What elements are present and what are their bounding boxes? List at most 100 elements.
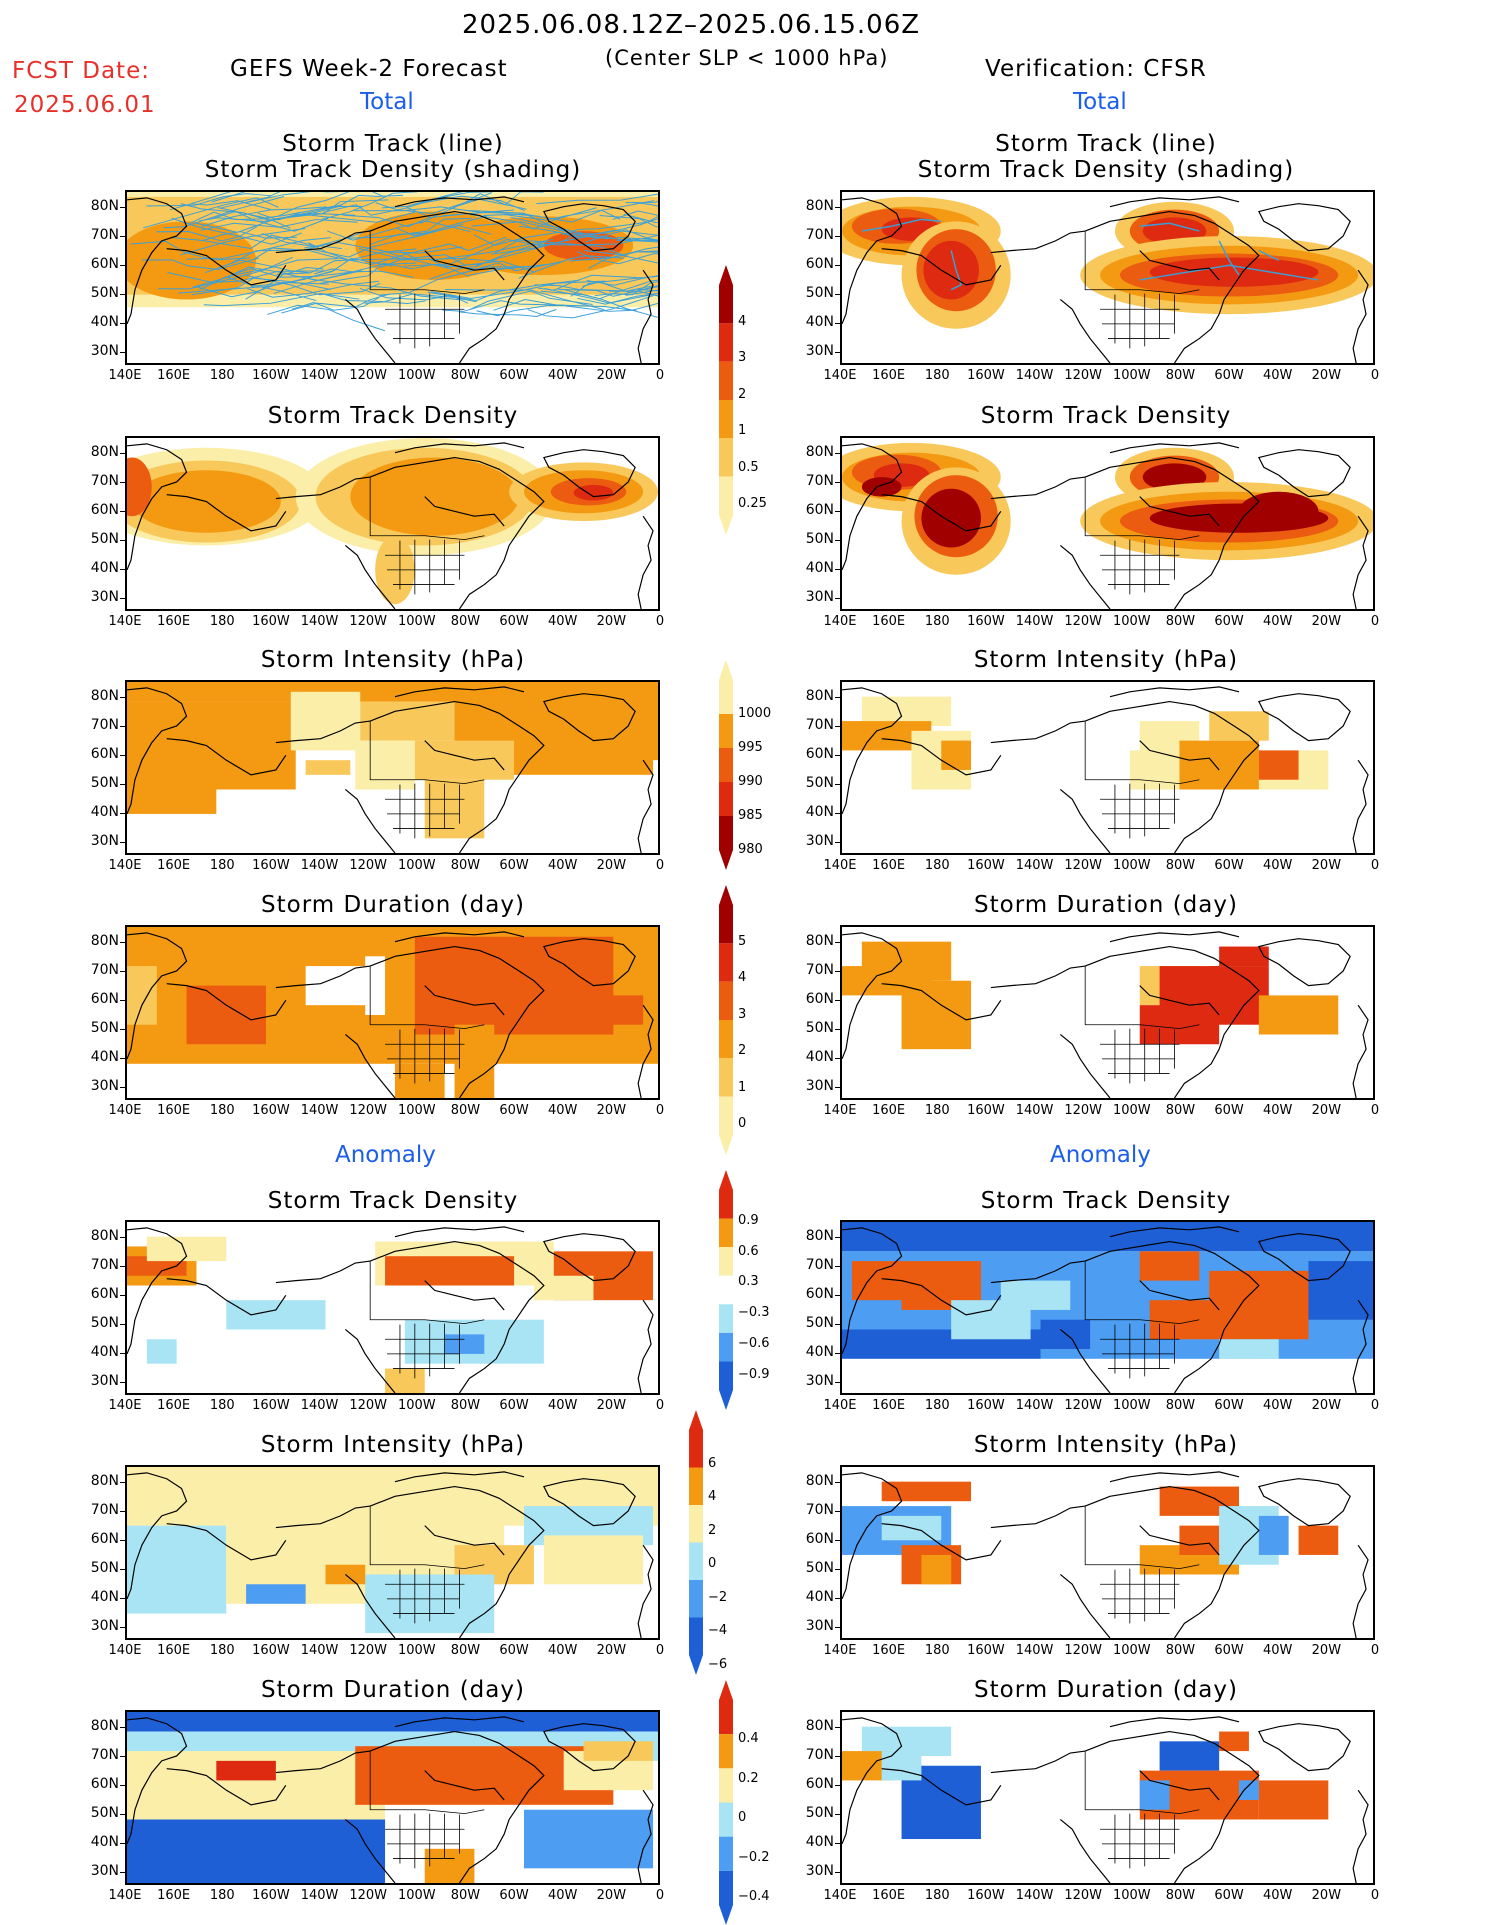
lon-label: 140W: [1015, 1643, 1054, 1658]
lon-label: 80W: [1165, 1398, 1196, 1413]
lat-tick: [120, 1756, 125, 1757]
storm-track-line: [224, 266, 324, 279]
colorbar-swatch: [719, 1361, 733, 1390]
colorbar-duration-anomaly: [719, 1680, 733, 1925]
lat-tick: [120, 207, 125, 208]
lon-label: 180: [209, 1398, 235, 1413]
shading-cell: [1159, 1741, 1220, 1771]
coastline: [1257, 1723, 1351, 1772]
lat-label: 50N: [805, 285, 834, 301]
left-column-title: GEFS Week-2 Forecast: [230, 56, 508, 82]
storm-track-line: [1258, 249, 1280, 262]
lat-label: 60N: [90, 1531, 119, 1547]
lat-label: 30N: [805, 589, 834, 605]
coastline: [1257, 1478, 1351, 1527]
lon-label: 0: [655, 858, 665, 873]
colorbar-swatch: [719, 1275, 733, 1305]
lat-tick: [835, 1087, 840, 1088]
lat-tick: [835, 1627, 840, 1628]
coastline: [637, 1004, 654, 1098]
shading-cell: [1258, 995, 1339, 1035]
shading-cell: [146, 1339, 177, 1364]
lon-label: 160E: [157, 614, 191, 629]
map-panel-left-anomDensity: [125, 1220, 660, 1395]
lat-tick: [835, 569, 840, 570]
storm-track-line: [254, 247, 371, 265]
lon-label: 100W: [397, 1398, 436, 1413]
lon-label: 60W: [1214, 1643, 1244, 1658]
lon-label: 40W: [548, 614, 578, 629]
storm-track-line: [163, 196, 285, 229]
coastline: [1084, 210, 1260, 363]
storm-track-line: [861, 218, 942, 232]
lat-tick: [120, 1785, 125, 1786]
lat-label: 40N: [805, 314, 834, 330]
shading-cell: [1239, 1780, 1259, 1800]
lat-label: 80N: [90, 198, 119, 214]
lat-label: 30N: [90, 1863, 119, 1879]
lon-label: 160W: [967, 614, 1005, 629]
state-border: [387, 289, 485, 295]
storm-track-line: [632, 201, 658, 207]
state-border: [1100, 783, 1180, 839]
state-border: [387, 1809, 485, 1815]
lon-label: 80W: [450, 1643, 481, 1658]
lon-label: 160E: [157, 858, 191, 873]
lat-tick: [835, 1727, 840, 1728]
coastline: [127, 1717, 188, 1845]
lon-label: 60W: [1214, 1103, 1244, 1118]
state-border: [387, 779, 485, 785]
storm-track-line: [623, 213, 658, 223]
coastline: [1139, 1280, 1220, 1311]
lon-label: 160E: [872, 1888, 906, 1903]
state-border: [369, 721, 388, 781]
lat-label: 30N: [805, 1863, 834, 1879]
storm-track-line: [203, 293, 360, 307]
lat-label: 30N: [805, 1373, 834, 1389]
storm-track-line: [273, 262, 417, 294]
lat-label: 70N: [90, 227, 119, 243]
shading-cell: [226, 1300, 326, 1330]
coastline: [424, 1525, 505, 1556]
storm-track-line: [399, 250, 534, 273]
coastline: [1109, 442, 1240, 454]
coastline: [369, 1240, 545, 1393]
coastline: [1139, 985, 1220, 1016]
lon-label: 0: [655, 1398, 665, 1413]
lon-label: 180: [209, 614, 235, 629]
lon-label: 140E: [108, 1888, 142, 1903]
coastline: [344, 1034, 396, 1098]
lon-label: 60W: [499, 614, 529, 629]
panel-title-density-right: Storm Track Density: [980, 403, 1232, 429]
shading-cell: [146, 1236, 227, 1262]
lon-label: 160W: [967, 368, 1005, 383]
coastline: [369, 700, 545, 853]
state-border: [1102, 289, 1200, 295]
storm-track-line: [314, 268, 414, 278]
shading-cell: [385, 1256, 515, 1286]
state-border: [385, 293, 465, 349]
colorbar-swatch: [719, 816, 733, 850]
storm-track-line: [209, 210, 329, 232]
map-panel-left-track: [125, 190, 660, 365]
state-border: [1084, 477, 1103, 537]
coastline: [424, 1770, 505, 1801]
storm-track-line: [420, 198, 527, 224]
lon-label: 100W: [397, 614, 436, 629]
lat-label: 80N: [805, 1473, 834, 1489]
lon-label: 0: [1370, 1888, 1380, 1903]
state-border: [369, 1506, 388, 1566]
map-panel-right-duration: [840, 925, 1375, 1100]
coastline: [990, 720, 1086, 744]
lat-label: 80N: [90, 1718, 119, 1734]
lon-label: 60W: [499, 1643, 529, 1658]
lon-label: 160W: [252, 1103, 290, 1118]
colorbar-swatch: [719, 1247, 733, 1276]
fcst-date: 2025.06.01: [14, 92, 156, 118]
lat-tick: [835, 453, 840, 454]
coastline: [542, 1723, 636, 1772]
lat-tick: [120, 1266, 125, 1267]
storm-track-line: [599, 215, 658, 228]
shading-cell: [573, 484, 614, 501]
coastline: [344, 1329, 396, 1393]
